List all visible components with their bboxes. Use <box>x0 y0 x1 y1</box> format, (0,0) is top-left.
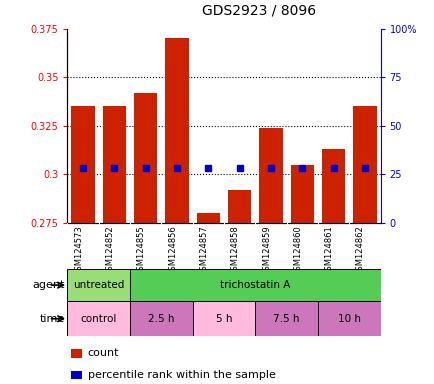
Bar <box>134 93 157 223</box>
Bar <box>102 106 126 223</box>
Bar <box>70 349 81 358</box>
Text: GSM124856: GSM124856 <box>168 225 177 276</box>
Text: agent: agent <box>33 280 65 290</box>
Bar <box>321 149 345 223</box>
Text: GSM124860: GSM124860 <box>293 225 302 276</box>
Bar <box>259 128 282 223</box>
Text: time: time <box>40 314 65 324</box>
Bar <box>290 165 313 223</box>
Bar <box>130 301 192 336</box>
Text: 10 h: 10 h <box>337 314 360 324</box>
Text: GSM124573: GSM124573 <box>74 225 83 276</box>
Text: GSM124852: GSM124852 <box>105 225 114 276</box>
Text: count: count <box>88 348 119 358</box>
Bar <box>192 301 255 336</box>
Text: 7.5 h: 7.5 h <box>273 314 299 324</box>
Text: trichostatin A: trichostatin A <box>220 280 290 290</box>
Text: GSM124857: GSM124857 <box>199 225 208 276</box>
Text: GSM124859: GSM124859 <box>261 225 270 276</box>
Text: percentile rank within the sample: percentile rank within the sample <box>88 370 275 380</box>
Bar <box>71 106 95 223</box>
Text: GSM124862: GSM124862 <box>355 225 364 276</box>
Text: GSM124858: GSM124858 <box>230 225 239 276</box>
Text: 5 h: 5 h <box>215 314 232 324</box>
Bar <box>165 38 188 223</box>
Text: GSM124855: GSM124855 <box>136 225 145 276</box>
Bar <box>196 213 220 223</box>
Text: GDS2923 / 8096: GDS2923 / 8096 <box>202 3 316 17</box>
Text: untreated: untreated <box>73 280 124 290</box>
Bar <box>317 301 380 336</box>
Bar <box>352 106 376 223</box>
Bar <box>67 269 130 301</box>
Text: GSM124861: GSM124861 <box>324 225 333 276</box>
Bar <box>130 269 380 301</box>
Bar <box>255 301 317 336</box>
Bar <box>70 371 81 379</box>
Bar <box>67 301 130 336</box>
Bar <box>227 190 251 223</box>
Text: 2.5 h: 2.5 h <box>148 314 174 324</box>
Text: control: control <box>80 314 117 324</box>
